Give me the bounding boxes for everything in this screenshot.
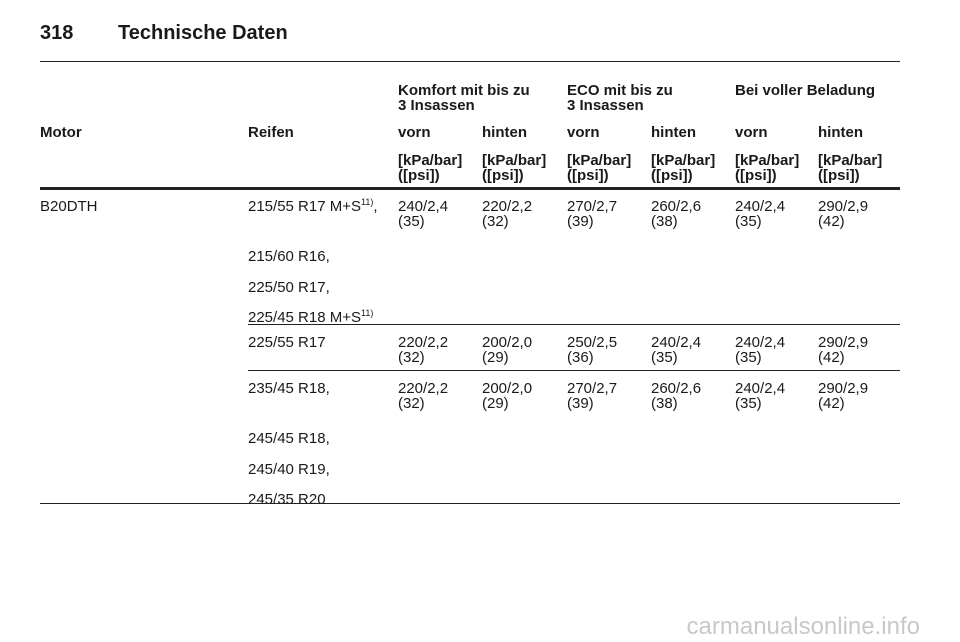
watermark: carmanualsonline.info: [686, 613, 920, 640]
pressure-value: (35): [735, 349, 762, 366]
tire-size: 245/35 R20: [248, 492, 326, 507]
pressure-value: 260/2,6: [651, 380, 702, 397]
page-number: 318: [40, 22, 74, 44]
row-rule: [248, 370, 900, 371]
header-rule: [40, 61, 900, 62]
pressure-value: (38): [651, 213, 678, 230]
tire-text: 225/45 R18 M+S: [248, 309, 361, 326]
pressure-value: 270/2,7: [567, 198, 618, 215]
column-header: vorn: [567, 124, 600, 141]
pressure-value: (35): [651, 349, 678, 366]
unit-label: [kPa/bar]: [567, 152, 632, 169]
header-bottom-rule: [40, 187, 900, 190]
tire-size: 245/40 R19,: [248, 462, 330, 477]
group-header: Bei voller Beladung: [735, 82, 876, 99]
tire-tail: ,: [373, 198, 378, 215]
unit-label: ([psi]): [398, 167, 440, 184]
motor: B20DTH: [40, 198, 98, 215]
tire-text: 245/35 R20: [248, 491, 326, 508]
tire-size: 225/55 R17: [248, 335, 326, 350]
tire-size: 225/50 R17,: [248, 280, 330, 295]
pressure-value: 260/2,6: [651, 198, 702, 215]
pressure-value: 240/2,4: [735, 380, 786, 397]
page-title: Technische Daten: [118, 22, 288, 44]
unit-label: ([psi]): [651, 167, 693, 184]
tire-text: 225/55 R17: [248, 334, 326, 351]
tire-size: 225/45 R18 M+S11): [248, 308, 374, 326]
pressure-value: (29): [482, 349, 509, 366]
pressure-value: 220/2,2: [482, 198, 533, 215]
pressure-value: (36): [567, 349, 594, 366]
tire-size: 235/45 R18,: [248, 381, 330, 396]
tire-text: 225/50 R17,: [248, 278, 330, 296]
pressure-value: 240/2,4: [398, 198, 449, 215]
pressure-value: 220/2,2: [398, 334, 449, 351]
group-header: ECO mit bis zu: [567, 82, 673, 99]
column-header: hinten: [651, 124, 696, 141]
tire-text: 215/55 R17 M+S: [248, 198, 361, 215]
column-header: Reifen: [248, 124, 294, 141]
tire-text: 245/45 R18,: [248, 430, 330, 447]
pressure-value: (42): [818, 349, 845, 366]
unit-label: [kPa/bar]: [818, 152, 883, 169]
pressure-value: (39): [567, 395, 594, 412]
column-header: Motor: [40, 124, 82, 141]
group-header: Komfort mit bis zu: [398, 82, 530, 99]
pressure-value: 250/2,5: [567, 334, 618, 351]
row-rule: [248, 324, 900, 325]
pressure-value: (35): [735, 395, 762, 412]
tire-size: 215/55 R17 M+S11),: [248, 197, 378, 215]
unit-label: [kPa/bar]: [651, 152, 716, 169]
unit-label: [kPa/bar]: [398, 152, 463, 169]
pressure-value: (39): [567, 213, 594, 230]
pressure-value: 240/2,4: [651, 334, 702, 351]
unit-label: ([psi]): [735, 167, 777, 184]
pressure-value: 220/2,2: [398, 380, 449, 397]
row-rule: [40, 503, 900, 504]
pressure-value: 270/2,7: [567, 380, 618, 397]
column-header: vorn: [735, 124, 768, 141]
column-header: hinten: [482, 124, 527, 141]
footnote-ref: 11): [361, 308, 374, 318]
pressure-value: 240/2,4: [735, 334, 786, 351]
footnote-ref: 11): [361, 197, 374, 207]
tire-text: 215/60 R16,: [248, 248, 330, 265]
pressure-value: (38): [651, 395, 678, 412]
group-header: 3 Insassen: [567, 97, 644, 114]
pressure-value: 200/2,0: [482, 380, 533, 397]
pressure-value: (35): [735, 213, 762, 230]
group-header: 3 Insassen: [398, 97, 475, 114]
pressure-value: 290/2,9: [818, 334, 869, 351]
unit-label: ([psi]): [482, 167, 524, 184]
pressure-value: (32): [398, 349, 425, 366]
pressure-value: (32): [398, 395, 425, 412]
pressure-value: (29): [482, 395, 509, 412]
pressure-value: 290/2,9: [818, 198, 869, 215]
pressure-value: (32): [482, 213, 509, 230]
pressure-value: 200/2,0: [482, 334, 533, 351]
unit-label: ([psi]): [818, 167, 860, 184]
tire-size: 215/60 R16,: [248, 249, 330, 264]
tire-text: 235/45 R18,: [248, 380, 330, 397]
unit-label: [kPa/bar]: [735, 152, 800, 169]
column-header: hinten: [818, 124, 863, 141]
pressure-value: (42): [818, 213, 845, 230]
unit-label: ([psi]): [567, 167, 609, 184]
pressure-value: (35): [398, 213, 425, 230]
unit-label: [kPa/bar]: [482, 152, 547, 169]
pressure-value: 290/2,9: [818, 380, 869, 397]
column-header: vorn: [398, 124, 431, 141]
pressure-value: 240/2,4: [735, 198, 786, 215]
tire-size: 245/45 R18,: [248, 431, 330, 446]
pressure-value: (42): [818, 395, 845, 412]
tire-text: 245/40 R19,: [248, 460, 330, 478]
